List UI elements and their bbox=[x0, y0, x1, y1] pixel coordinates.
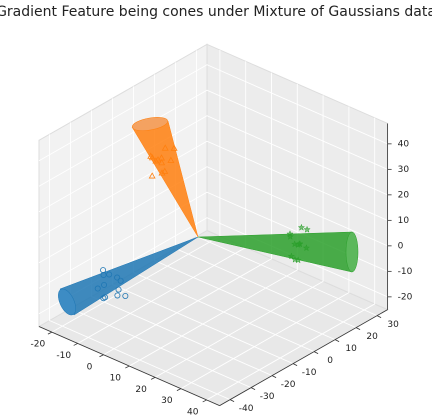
point bbox=[158, 159, 166, 166]
grid-line bbox=[103, 72, 272, 356]
point bbox=[148, 172, 156, 179]
x-tick bbox=[150, 376, 156, 380]
y-tick bbox=[292, 363, 298, 366]
grid-line bbox=[38, 115, 388, 213]
point bbox=[302, 244, 311, 252]
point bbox=[101, 281, 108, 288]
x-tick-label: -20 bbox=[31, 340, 46, 350]
x-tick-label: -10 bbox=[56, 351, 71, 361]
cone-base bbox=[131, 117, 169, 131]
y-tick bbox=[334, 339, 340, 342]
point bbox=[94, 285, 101, 292]
cone-base bbox=[58, 288, 76, 316]
x-tick-label: 10 bbox=[110, 374, 122, 384]
point bbox=[152, 157, 160, 164]
cone-base bbox=[345, 231, 359, 273]
x-tick-label: 0 bbox=[87, 362, 93, 372]
chart-title: Gradient Feature being cones under Mixtu… bbox=[0, 4, 432, 20]
grid-line bbox=[38, 166, 388, 264]
point bbox=[100, 295, 107, 302]
grid-line bbox=[38, 140, 388, 238]
z-tick-label: 20 bbox=[398, 190, 410, 200]
point bbox=[158, 169, 166, 176]
x-tick bbox=[47, 331, 53, 335]
y-tick bbox=[229, 399, 235, 402]
point bbox=[114, 292, 121, 299]
grid-line bbox=[49, 134, 231, 401]
y-tick-label: 30 bbox=[387, 320, 399, 330]
point bbox=[167, 156, 175, 163]
x-axis-line bbox=[38, 326, 220, 406]
y-tick-label: 20 bbox=[366, 332, 378, 342]
point bbox=[161, 167, 169, 174]
point bbox=[117, 277, 124, 284]
x-tick-label: 30 bbox=[161, 396, 173, 406]
z-tick-label: 0 bbox=[398, 241, 404, 251]
point bbox=[170, 144, 178, 151]
point bbox=[296, 239, 304, 248]
point bbox=[115, 286, 122, 293]
grid-line bbox=[196, 50, 378, 317]
y-tick bbox=[250, 387, 256, 390]
point bbox=[303, 225, 311, 233]
x-tick bbox=[125, 365, 130, 369]
y-tick-label: 0 bbox=[327, 356, 333, 366]
points bbox=[94, 144, 311, 302]
x-tick-label: 40 bbox=[187, 407, 199, 417]
point bbox=[102, 294, 109, 301]
point bbox=[148, 154, 156, 161]
grid-line bbox=[206, 117, 376, 401]
point bbox=[294, 256, 302, 264]
point bbox=[286, 232, 295, 240]
grid-line bbox=[180, 106, 350, 390]
grid-line bbox=[38, 89, 388, 187]
y-tick-label: 10 bbox=[345, 344, 357, 354]
x-tick bbox=[99, 354, 104, 358]
x-tick-label: 20 bbox=[135, 385, 147, 395]
x-tick bbox=[176, 388, 182, 392]
y-tick bbox=[376, 315, 382, 318]
z-tick-label: 10 bbox=[398, 216, 410, 226]
y-axis-line bbox=[219, 309, 388, 406]
x-tick bbox=[202, 399, 207, 403]
y-tick bbox=[355, 327, 361, 330]
cones bbox=[58, 117, 359, 316]
y-tick-label: -20 bbox=[281, 380, 296, 390]
z-tick-label: 30 bbox=[398, 165, 410, 175]
point bbox=[161, 144, 169, 151]
y-tick bbox=[271, 375, 277, 378]
grid-line bbox=[154, 95, 324, 378]
grid-line bbox=[38, 64, 388, 162]
point bbox=[106, 271, 113, 278]
point bbox=[100, 271, 107, 278]
z-tick-label: -20 bbox=[398, 292, 413, 302]
y-tick bbox=[313, 351, 319, 354]
point bbox=[297, 223, 306, 231]
y-tick-label: -10 bbox=[302, 368, 317, 378]
x-tick bbox=[73, 343, 78, 346]
point bbox=[122, 292, 129, 299]
grid-line bbox=[129, 83, 298, 367]
y-tick-label: -30 bbox=[260, 392, 275, 402]
point bbox=[287, 252, 296, 260]
z-tick-label: -10 bbox=[398, 267, 413, 277]
z-tick-label: 40 bbox=[398, 139, 410, 149]
y-tick-label: -40 bbox=[239, 404, 254, 414]
point bbox=[114, 274, 121, 281]
